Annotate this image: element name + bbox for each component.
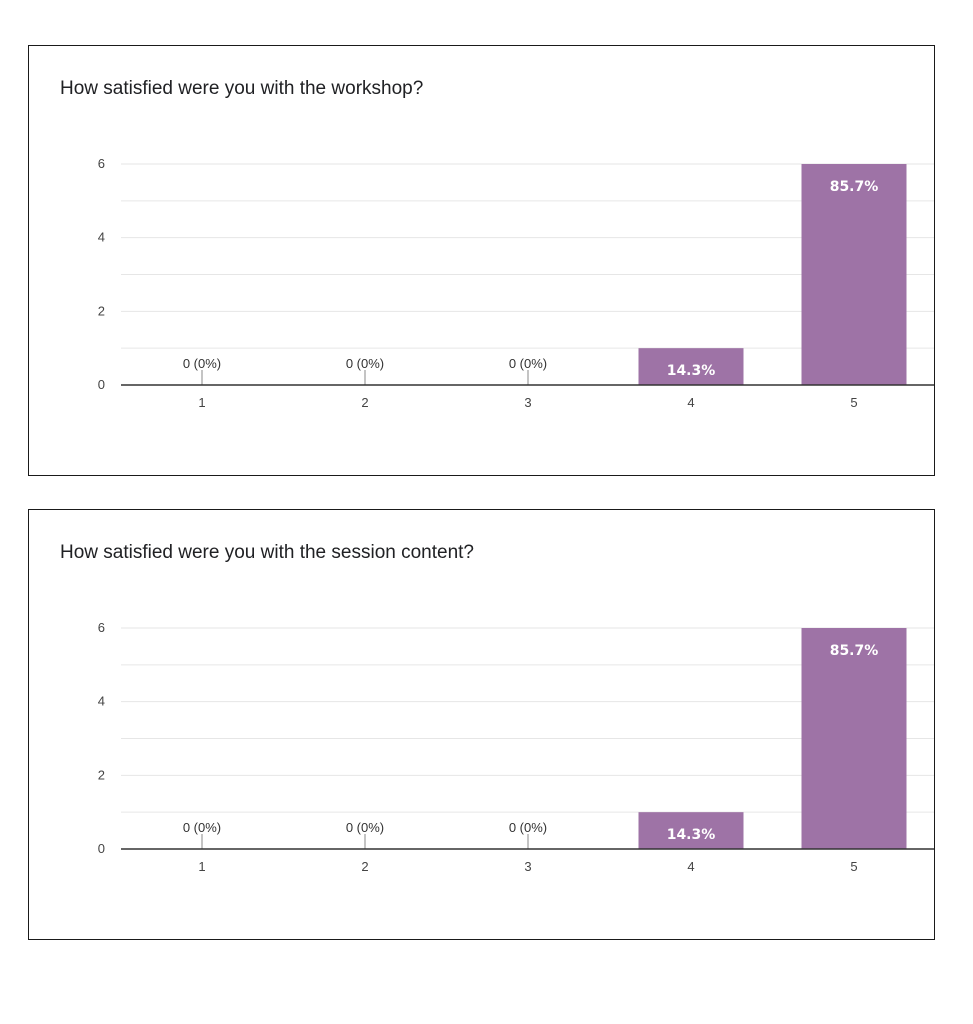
x-tick-label: 2 (361, 395, 368, 410)
bar-chart-session-content: 0 2 4 6 0 (0%) 1 0 (0%) 2 0 (0%) 3 14.3% 4 85.7% 5 (98, 620, 934, 874)
bar-data-label: 0 (0%) (509, 356, 547, 371)
x-tick-label: 4 (687, 395, 694, 410)
y-tick-label: 6 (98, 156, 105, 171)
bar (638, 348, 744, 385)
bar-data-label: 0 (0%) (183, 820, 221, 835)
bar-data-label: 14.3% (667, 827, 716, 843)
chart-title: How satisfied were you with the session … (60, 542, 474, 563)
bar-data-label: 85.7% (830, 643, 879, 659)
bar-data-label: 0 (0%) (509, 820, 547, 835)
chart-panel-workshop: How satisfied were you with the workshop… (28, 45, 935, 476)
bar-data-label: 85.7% (830, 179, 879, 195)
chart-panel-session-content: How satisfied were you with the session … (28, 509, 935, 940)
y-tick-label: 2 (98, 303, 105, 318)
bar (638, 812, 744, 849)
x-tick-label: 1 (198, 395, 205, 410)
bar-data-label: 0 (0%) (346, 356, 384, 371)
bar-data-label: 0 (0%) (346, 820, 384, 835)
bar (801, 628, 907, 849)
x-tick-label: 3 (524, 395, 531, 410)
y-tick-label: 0 (98, 377, 105, 392)
y-tick-label: 0 (98, 841, 105, 856)
y-tick-label: 4 (98, 230, 105, 245)
y-tick-label: 6 (98, 620, 105, 635)
x-tick-label: 1 (198, 859, 205, 874)
bar-data-label: 14.3% (667, 363, 716, 379)
x-tick-label: 3 (524, 859, 531, 874)
y-tick-label: 4 (98, 694, 105, 709)
bar-chart-workshop: 0 2 4 6 0 (0%) 1 0 (0%) 2 0 (0%) 3 14.3% 4 85.7% 5 (98, 156, 934, 410)
x-tick-label: 5 (850, 859, 857, 874)
x-tick-label: 2 (361, 859, 368, 874)
bar-data-label: 0 (0%) (183, 356, 221, 371)
x-tick-label: 4 (687, 859, 694, 874)
x-tick-label: 5 (850, 395, 857, 410)
chart-title: How satisfied were you with the workshop… (60, 78, 424, 99)
bar (801, 164, 907, 385)
y-tick-label: 2 (98, 767, 105, 782)
